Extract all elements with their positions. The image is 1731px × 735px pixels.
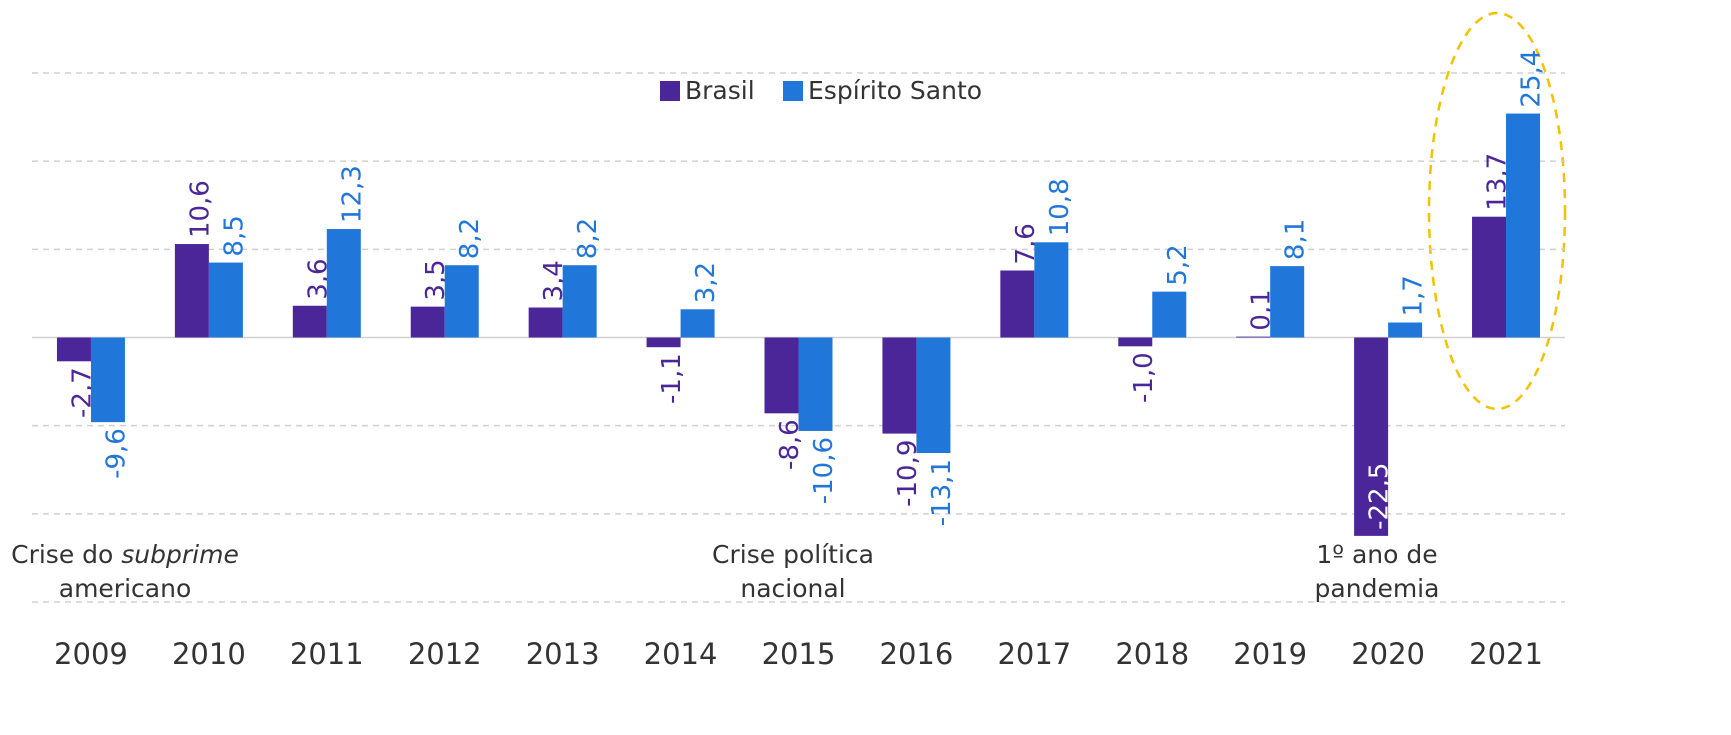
value-label: -9,6: [101, 428, 131, 479]
value-label: 10,8: [1045, 178, 1075, 236]
value-label: 8,5: [219, 215, 249, 256]
legend-label: Brasil: [685, 76, 755, 105]
annotation: 1º ano de: [1316, 540, 1437, 569]
bar: [1354, 337, 1389, 536]
annotation-part: subprime: [121, 540, 239, 569]
annotation: nacional: [740, 574, 845, 603]
bar: [1034, 242, 1069, 338]
bar: [1118, 337, 1153, 347]
annotation-part: pandemia: [1315, 574, 1440, 603]
annotation: Crise política: [712, 540, 874, 569]
value-label: 8,1: [1281, 219, 1311, 260]
annotation: americano: [59, 574, 191, 603]
value-label: 8,2: [573, 218, 603, 259]
value-label: -10,6: [809, 437, 839, 504]
x-tick-label: 2016: [880, 637, 954, 671]
bar: [798, 337, 833, 431]
annotation-part: americano: [59, 574, 191, 603]
x-tick-label: 2015: [762, 637, 836, 671]
x-tick-label: 2017: [997, 637, 1071, 671]
x-tick-label: 2019: [1233, 637, 1307, 671]
value-label: -1,1: [657, 353, 687, 404]
bar: [174, 244, 209, 338]
value-label: -13,1: [927, 459, 957, 526]
bar: [56, 337, 91, 362]
value-label: -22,5: [1365, 463, 1395, 530]
x-tick-label: 2011: [290, 637, 364, 671]
value-label: 25,4: [1517, 50, 1547, 108]
bar: [1506, 113, 1541, 338]
annotation-part: nacional: [740, 574, 845, 603]
bar: [562, 265, 597, 338]
bar: [444, 265, 479, 338]
bar: [1236, 336, 1271, 338]
bar: [1388, 322, 1423, 338]
legend-swatch: [660, 81, 680, 101]
bar: [1270, 266, 1305, 338]
bar: [528, 307, 563, 338]
annotation-part: 1º ano de: [1316, 540, 1437, 569]
bar: [326, 229, 361, 338]
value-label: 1,7: [1399, 275, 1429, 316]
bar: [1152, 291, 1187, 338]
bar: [646, 337, 681, 348]
x-tick-label: 2021: [1469, 637, 1543, 671]
legend-label: Espírito Santo: [808, 76, 982, 105]
x-tick-label: 2010: [172, 637, 246, 671]
bar: [208, 262, 243, 338]
value-label: 5,2: [1163, 244, 1193, 285]
bar: [882, 337, 917, 434]
annotation-part: Crise do: [11, 540, 121, 569]
legend-swatch: [783, 81, 803, 101]
bar: [410, 306, 445, 338]
x-tick-label: 2014: [644, 637, 718, 671]
x-tick-label: 2013: [526, 637, 600, 671]
bar: [1000, 270, 1035, 338]
bar: [90, 337, 125, 423]
x-tick-label: 2012: [408, 637, 482, 671]
bar: [680, 309, 715, 338]
bar: [916, 337, 951, 453]
bar: [292, 305, 327, 338]
x-tick-label: 2018: [1115, 637, 1189, 671]
value-label: 8,2: [455, 218, 485, 259]
value-label: 10,6: [185, 180, 215, 238]
value-label: -1,0: [1129, 352, 1159, 403]
annotation: pandemia: [1315, 574, 1440, 603]
bar: [764, 337, 799, 414]
x-tick-label: 2020: [1351, 637, 1425, 671]
highlight-ellipse: [1427, 11, 1567, 411]
annotation: Crise do subprime: [11, 540, 239, 569]
x-tick-label: 2009: [54, 637, 128, 671]
annotation-part: Crise política: [712, 540, 874, 569]
value-label: 12,3: [337, 165, 367, 223]
value-label: 3,2: [691, 262, 721, 303]
bar: [1472, 216, 1507, 338]
